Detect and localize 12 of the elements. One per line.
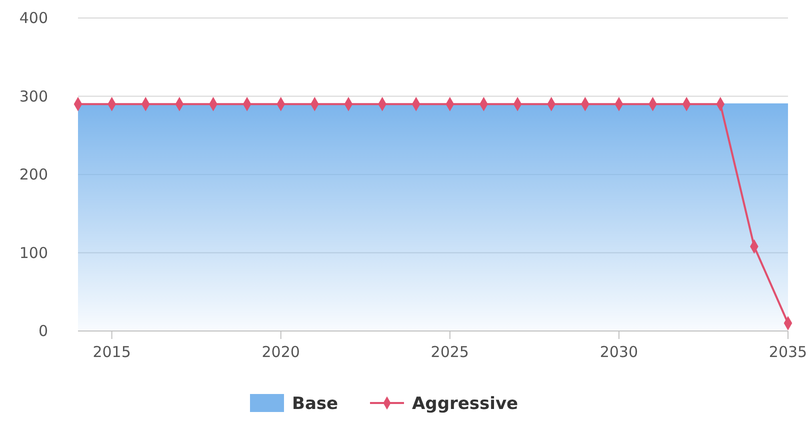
y-tick-label: 100 (19, 244, 48, 262)
y-tick-label: 200 (19, 166, 48, 184)
x-tick-label: 2025 (430, 343, 469, 361)
legend-label: Aggressive (412, 394, 518, 414)
x-tick-label: 2030 (600, 343, 638, 361)
y-tick-label: 300 (19, 87, 48, 106)
y-tick-label: 0 (38, 322, 48, 340)
legend-label: Base (292, 394, 338, 414)
x-tick-label: 2015 (92, 343, 131, 361)
x-tick-label: 2035 (768, 343, 808, 361)
y-tick-label: 400 (19, 9, 48, 27)
x-tick-label: 2020 (262, 343, 300, 361)
